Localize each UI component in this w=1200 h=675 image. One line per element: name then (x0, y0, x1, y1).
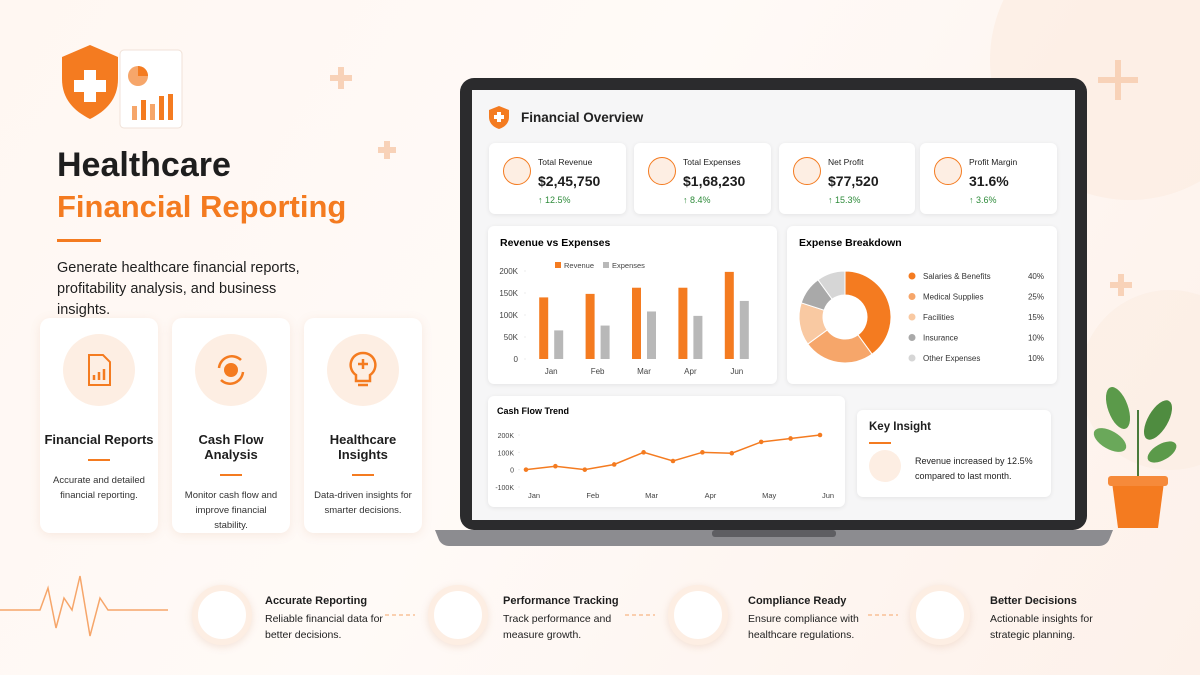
kpi-value: 31.6% (969, 173, 1009, 189)
feature-description: Accurate and detailed financial reportin… (53, 475, 145, 501)
feature-title: Healthcare Insights (329, 432, 397, 462)
benefit-description: Track performance and measure growth. (503, 613, 612, 641)
kpi-value: $2,45,750 (538, 173, 601, 189)
kpi-card: Profit Margin 31.6% ↑ 3.6% (920, 143, 1057, 214)
chart-panel (787, 226, 1057, 384)
feature-card: Healthcare Insights Data-driven insights … (304, 318, 422, 533)
kpi-label: Profit Margin (969, 157, 1018, 167)
insight-title: Key Insight (869, 421, 931, 433)
kpi-card: Total Expenses $1,68,230 ↑ 8.4% (634, 143, 771, 214)
kpi-change: ↑ 15.3% (828, 195, 861, 205)
hero-description: Generate healthcare financial reports, p… (57, 260, 300, 318)
benefit-description: Reliable financial data for better decis… (265, 613, 383, 641)
kpi-change: ↑ 8.4% (683, 195, 711, 205)
kpi-label: Total Expenses (683, 157, 741, 167)
chart-panel (488, 396, 845, 507)
kpi-value: $77,520 (828, 173, 879, 189)
insight-text: Revenue increased by 12.5% compared to l… (915, 456, 1033, 481)
benefit-title: Accurate Reporting (265, 595, 368, 607)
benefit-title: Compliance Ready (748, 595, 847, 607)
kpi-card: Total Revenue $2,45,750 ↑ 12.5% (489, 143, 626, 214)
dashboard-logo (489, 106, 509, 129)
hero-title: Healthcare (57, 146, 231, 184)
benefit-description: Actionable insights for strategic planni… (990, 613, 1093, 641)
feature-card: Cash Flow Analysis Monitor cash flow and … (172, 318, 290, 533)
chart-panel (488, 226, 777, 384)
kpi-value: $1,68,230 (683, 173, 746, 189)
feature-card: Financial Reports Accurate and detailed f… (40, 318, 158, 533)
feature-title: Financial Reports (44, 432, 154, 447)
dashboard-title: Financial Overview (521, 110, 644, 125)
kpi-change: ↑ 12.5% (538, 195, 571, 205)
feature-title: Cash Flow Analysis (198, 432, 264, 462)
kpi-label: Total Revenue (538, 157, 593, 167)
feature-description: Data-driven insights for smarter decisio… (314, 490, 412, 516)
kpi-label: Net Profit (828, 157, 864, 167)
insight-panel: Key Insight Revenue increased by 12.5% c… (857, 410, 1051, 497)
feature-description: Monitor cash flow and improve financial … (184, 490, 278, 531)
benefit-title: Performance Tracking (503, 595, 619, 607)
hero-subtitle: Financial Reporting (57, 189, 347, 224)
kpi-card: Net Profit $77,520 ↑ 15.3% (779, 143, 915, 214)
kpi-change: ↑ 3.6% (969, 195, 997, 205)
benefit-title: Better Decisions (990, 595, 1077, 607)
benefit-description: Ensure compliance with healthcare regula… (748, 613, 859, 641)
